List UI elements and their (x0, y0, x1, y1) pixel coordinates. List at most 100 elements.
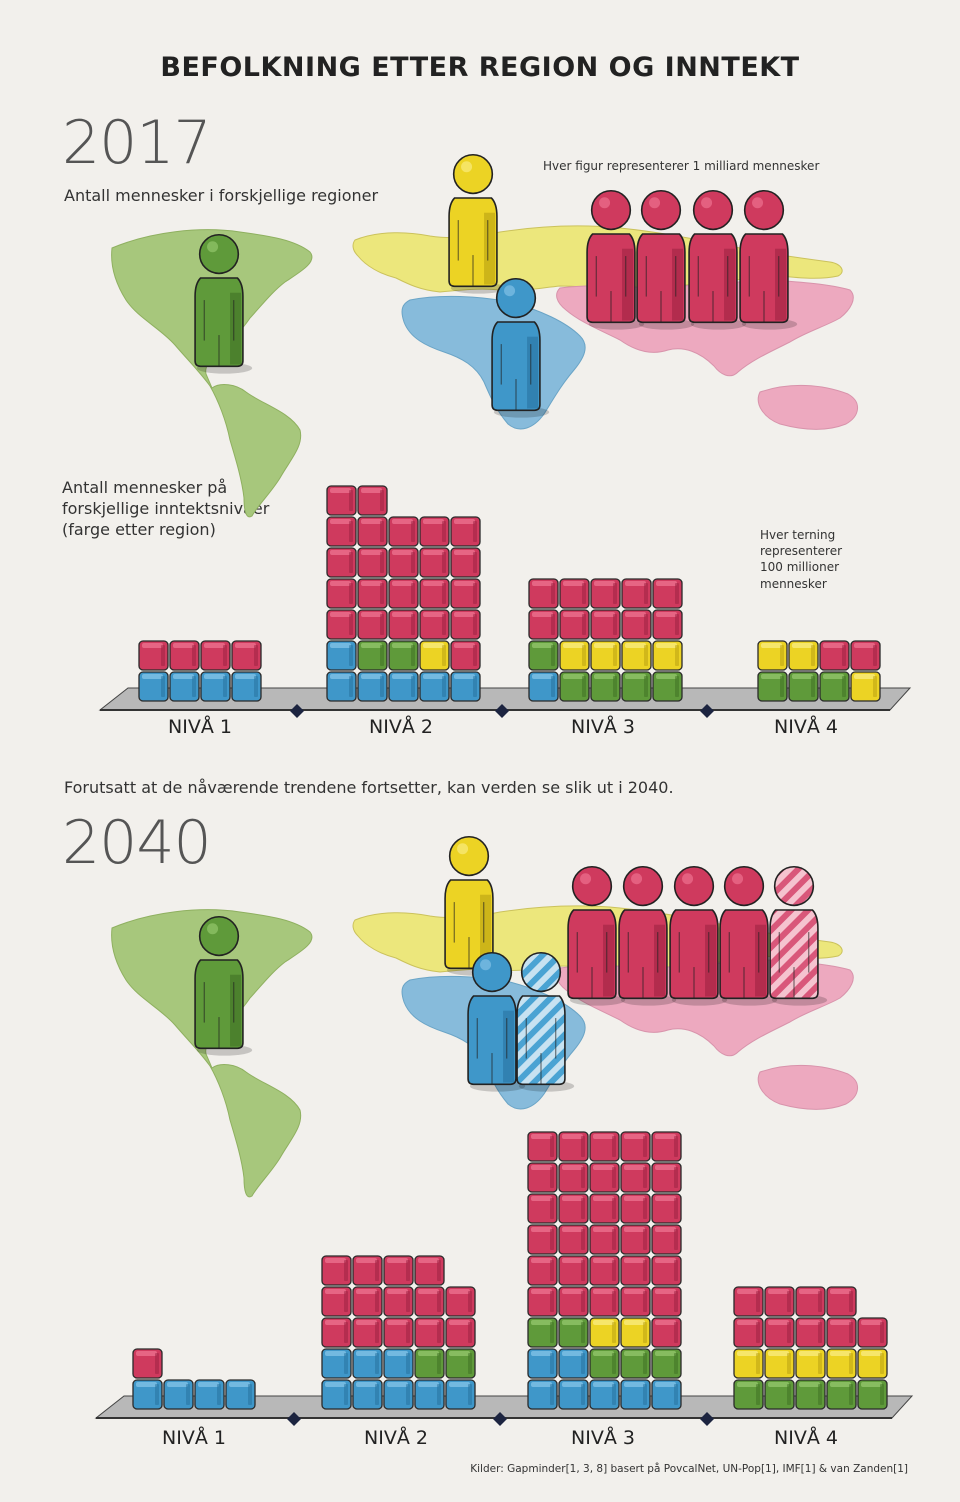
cube-shadow (643, 1167, 647, 1188)
level-label-2017-1: NIVÅ 1 (168, 716, 232, 738)
cube-highlight (562, 1165, 583, 1170)
map-americas (111, 909, 313, 1198)
cube-asia (651, 1286, 682, 1317)
cube-highlight (799, 1382, 820, 1387)
cube-asia (651, 1131, 682, 1162)
cube-highlight (563, 581, 584, 586)
bar-2017-level-3 (528, 578, 683, 702)
cube-shadow (349, 490, 353, 511)
cube-highlight (330, 581, 351, 586)
cube-asia (383, 1255, 414, 1286)
map-oceania (757, 1065, 858, 1110)
cube-asia (621, 609, 652, 640)
cube-europe (419, 640, 450, 671)
cube-highlight (792, 674, 813, 679)
cube-asia (620, 1255, 651, 1286)
cube-shadow (612, 1167, 616, 1188)
cube-shadow (756, 1384, 760, 1405)
cube-shadow (675, 614, 679, 635)
cube-asia (819, 640, 850, 671)
cube-shadow (581, 1198, 585, 1219)
cube-highlight (792, 643, 813, 648)
cube-shadow (780, 676, 784, 697)
cube-note-line: 100 millioner (760, 560, 840, 575)
cube-europe (795, 1348, 826, 1379)
separator-diamond (290, 704, 304, 718)
cube-shadow (674, 1353, 678, 1374)
cube-shadow (473, 676, 477, 697)
cube-asia (620, 1193, 651, 1224)
cube-highlight (624, 1134, 645, 1139)
cube-highlight (387, 1320, 408, 1325)
bar-2017-level-1 (138, 640, 262, 702)
cube-highlight (562, 1320, 583, 1325)
cube-highlight (737, 1351, 758, 1356)
cube-note: Hver terning representerer 100 millioner… (760, 527, 842, 592)
cube-shadow (406, 1322, 410, 1343)
cube-highlight (656, 612, 677, 617)
cube-shadow (550, 1384, 554, 1405)
cube-asia (589, 1131, 620, 1162)
cube-asia (527, 1131, 558, 1162)
cube-asia (383, 1317, 414, 1348)
cube-europe (857, 1348, 888, 1379)
cube-shadow (873, 645, 877, 666)
cube-shadow (437, 1322, 441, 1343)
cube-highlight (392, 612, 413, 617)
level-label-2017-2: NIVÅ 2 (369, 716, 433, 738)
cube-shadow (643, 1291, 647, 1312)
cube-shadow (550, 1198, 554, 1219)
cube-shadow (550, 1167, 554, 1188)
cube-asia (857, 1317, 888, 1348)
cube-asia (558, 1224, 589, 1255)
cube-shadow (818, 1322, 822, 1343)
cube-asia (450, 516, 481, 547)
cube-shadow (468, 1353, 472, 1374)
bar-2040-level-3 (527, 1131, 682, 1410)
cube-shadow (411, 521, 415, 542)
cube-highlight (167, 1382, 188, 1387)
figure-asia (719, 865, 778, 1006)
cube-highlight (562, 1227, 583, 1232)
cube-shadow (442, 614, 446, 635)
cube-highlight (737, 1320, 758, 1325)
cube-highlight (361, 612, 382, 617)
cube-highlight (423, 550, 444, 555)
cube-highlight (142, 674, 163, 679)
cube-highlight (655, 1351, 676, 1356)
cube-shadow (674, 1384, 678, 1405)
cube-asia (357, 578, 388, 609)
figure-asia (567, 865, 626, 1006)
cube-europe (652, 640, 683, 671)
cube-highlight (387, 1258, 408, 1263)
cube-asia (620, 1224, 651, 1255)
transition-text: Forutsatt at de nåværende trendene forts… (64, 778, 674, 797)
cube-shadow (842, 645, 846, 666)
cube-europe (850, 671, 881, 702)
cube-africa (527, 1348, 558, 1379)
cube-highlight (235, 674, 256, 679)
cube-asia (357, 609, 388, 640)
floor-2040 (94, 1395, 914, 1426)
cube-shadow (550, 1353, 554, 1374)
cube-shadow (612, 1136, 616, 1157)
cube-highlight (418, 1320, 439, 1325)
cube-highlight (531, 1196, 552, 1201)
cube-asia (357, 485, 388, 516)
cube-asia (414, 1255, 445, 1286)
cube-highlight (761, 674, 782, 679)
cube-asia (450, 640, 481, 671)
figure-europe (444, 835, 503, 976)
cube-highlight (593, 1320, 614, 1325)
cube-asia (826, 1317, 857, 1348)
cube-highlight (235, 643, 256, 648)
cube-shadow (675, 676, 679, 697)
cube-shadow (473, 521, 477, 542)
cube-shadow (375, 1260, 379, 1281)
cube-europe (764, 1348, 795, 1379)
cube-highlight (562, 1196, 583, 1201)
cube-highlight (624, 1351, 645, 1356)
cube-highlight (204, 674, 225, 679)
cube-shadow (473, 583, 477, 604)
cube-shadow (411, 645, 415, 666)
